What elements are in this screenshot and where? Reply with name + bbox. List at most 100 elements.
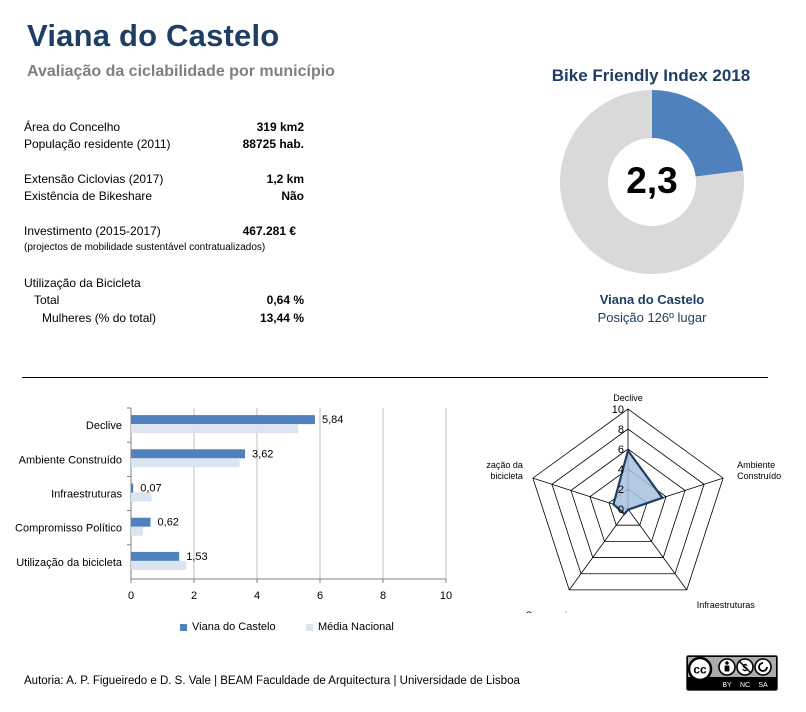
by-icon-body <box>724 665 730 672</box>
fact-label: Área do Concelho <box>24 120 121 134</box>
footer-credit: Autoria: A. P. Figueiredo e D. S. Vale |… <box>24 675 520 687</box>
fact-investment: Investimento (2015-2017) 467.281 € <box>24 224 296 240</box>
fact-population: População residente (2011) 88725 hab. <box>24 137 304 153</box>
bike-friendly-position: Posição 126º lugar <box>597 310 707 325</box>
by-label: BY <box>722 682 732 689</box>
radar-tick-label: 2 <box>618 484 624 496</box>
sa-label: SA <box>758 682 768 689</box>
radar-tick-label: 4 <box>618 464 624 476</box>
data-label: 0,62 <box>158 517 179 529</box>
page-subtitle: Avaliação da ciclabilidade por município <box>27 63 335 80</box>
bar-viana <box>131 449 246 459</box>
bike-friendly-municipality: Viana do Castelo <box>599 292 705 307</box>
fact-label: Utilização da Bicicleta <box>24 276 141 290</box>
radar-tick-label: 8 <box>618 424 624 436</box>
page-title: Viana do Castelo <box>27 18 280 53</box>
radar-axis-label: Ambiente Construído <box>737 460 781 481</box>
radar-spoke <box>627 508 688 591</box>
bike-friendly-donut <box>560 90 744 274</box>
fact-value: 1,2 km <box>266 172 304 186</box>
radar-series-viana <box>612 448 665 516</box>
data-label: 5,84 <box>322 414 343 426</box>
fact-area: Área do Concelho 319 km2 <box>24 120 304 136</box>
bike-friendly-score: 2,3 <box>626 160 678 201</box>
category-label: Ambiente Construído <box>19 454 122 466</box>
category-label: Declive <box>86 420 122 432</box>
radar-axis-label-line: Ambiente <box>737 460 775 470</box>
fact-usage-women: Mulheres (% do total) 13,44 % <box>24 311 304 327</box>
bar-national <box>131 526 143 536</box>
bar-national <box>131 424 298 434</box>
radar-spoke <box>568 508 629 591</box>
radar-grid-ring <box>551 428 705 575</box>
bike-friendly-index-title: Bike Friendly Index 2018 <box>551 66 751 85</box>
fact-cycle-lanes: Extensão Ciclovias (2017) 1,2 km <box>24 172 304 188</box>
sa-icon <box>754 658 772 676</box>
x-tick-label: 0 <box>128 590 134 602</box>
legend-label: Viana do Castelo <box>192 621 276 633</box>
fact-bikeshare: Existência de Bikeshare Não <box>24 189 304 205</box>
sa-icon-arrow <box>758 662 768 672</box>
legend-item-viana: Viana do Castelo <box>180 621 276 633</box>
data-label: 0,07 <box>140 483 161 495</box>
donut-track <box>560 90 744 274</box>
radar-grid-ring <box>570 448 686 558</box>
radar-axis-label-line: Compromisso <box>525 610 581 613</box>
fact-value: 467.281 € <box>242 224 296 238</box>
data-label: 3,62 <box>252 448 273 460</box>
bar-viana <box>131 551 180 561</box>
nc-glyph: $ <box>742 663 748 674</box>
category-label: Compromisso Político <box>15 523 122 535</box>
fact-value: 0,64 % <box>266 293 304 307</box>
bar-viana <box>131 415 315 425</box>
radar-axis-label: Declive <box>613 393 643 403</box>
x-tick-label: 10 <box>440 590 452 602</box>
fact-investment-note: (projectos de mobilidade sustentável con… <box>24 242 304 258</box>
radar-grid-ring <box>532 408 724 591</box>
fact-label: Existência de Bikeshare <box>24 189 153 203</box>
fact-usage-total: Total 0,64 % <box>24 293 304 309</box>
bar-viana <box>131 483 134 493</box>
category-label: Utilização da bicicleta <box>16 557 123 569</box>
donut-score-segment <box>652 90 744 177</box>
x-tick-label: 2 <box>191 590 197 602</box>
bar-viana <box>131 517 151 527</box>
radar-spoke <box>532 477 629 510</box>
legend-label: Média Nacional <box>318 621 394 633</box>
radar-axis-label-line: bicicleta <box>490 471 523 481</box>
category-label: Infraestruturas <box>51 489 122 501</box>
fact-label: População residente (2011) <box>24 137 171 151</box>
radar-axis-label-line: Construído <box>737 471 781 481</box>
fact-value: Não <box>281 189 304 203</box>
fact-label: Investimento (2015-2017) <box>24 224 161 238</box>
x-tick-label: 6 <box>317 590 323 602</box>
x-tick-label: 8 <box>380 590 386 602</box>
radar-tick-label: 10 <box>612 404 624 416</box>
cc-license-badge: cc $ BY NC SA <box>686 655 778 691</box>
cc-glyph: cc <box>693 663 707 677</box>
radar-tick-label: 0 <box>618 504 624 516</box>
bar-national <box>131 492 152 502</box>
radar-axis-label-line: Utilização da <box>486 460 523 470</box>
fact-note: (projectos de mobilidade sustentável con… <box>24 242 266 253</box>
cc-icon <box>687 656 713 682</box>
legend-swatch <box>180 623 187 631</box>
radar-grid-ring <box>589 468 667 542</box>
fact-value: 88725 hab. <box>242 137 304 151</box>
radar-axis-label: Infraestruturas <box>697 600 756 610</box>
radar-tick-label: 6 <box>618 444 624 456</box>
bar-chart: 0 2 4 6 8 10 Declive 5,84 Ambiente Construído 3,6… <box>15 407 452 602</box>
data-label: 1,53 <box>186 551 207 563</box>
fact-bike-usage-heading: Utilização da Bicicleta <box>24 276 304 292</box>
legend-swatch <box>306 623 313 631</box>
nc-label: NC <box>740 682 750 689</box>
fact-value: 13,44 % <box>259 311 304 325</box>
fact-value: 319 km2 <box>256 120 304 134</box>
bar-national <box>131 458 240 468</box>
fact-label: Total <box>34 293 60 307</box>
bar-national <box>131 560 187 570</box>
x-tick-label: 4 <box>254 590 260 602</box>
